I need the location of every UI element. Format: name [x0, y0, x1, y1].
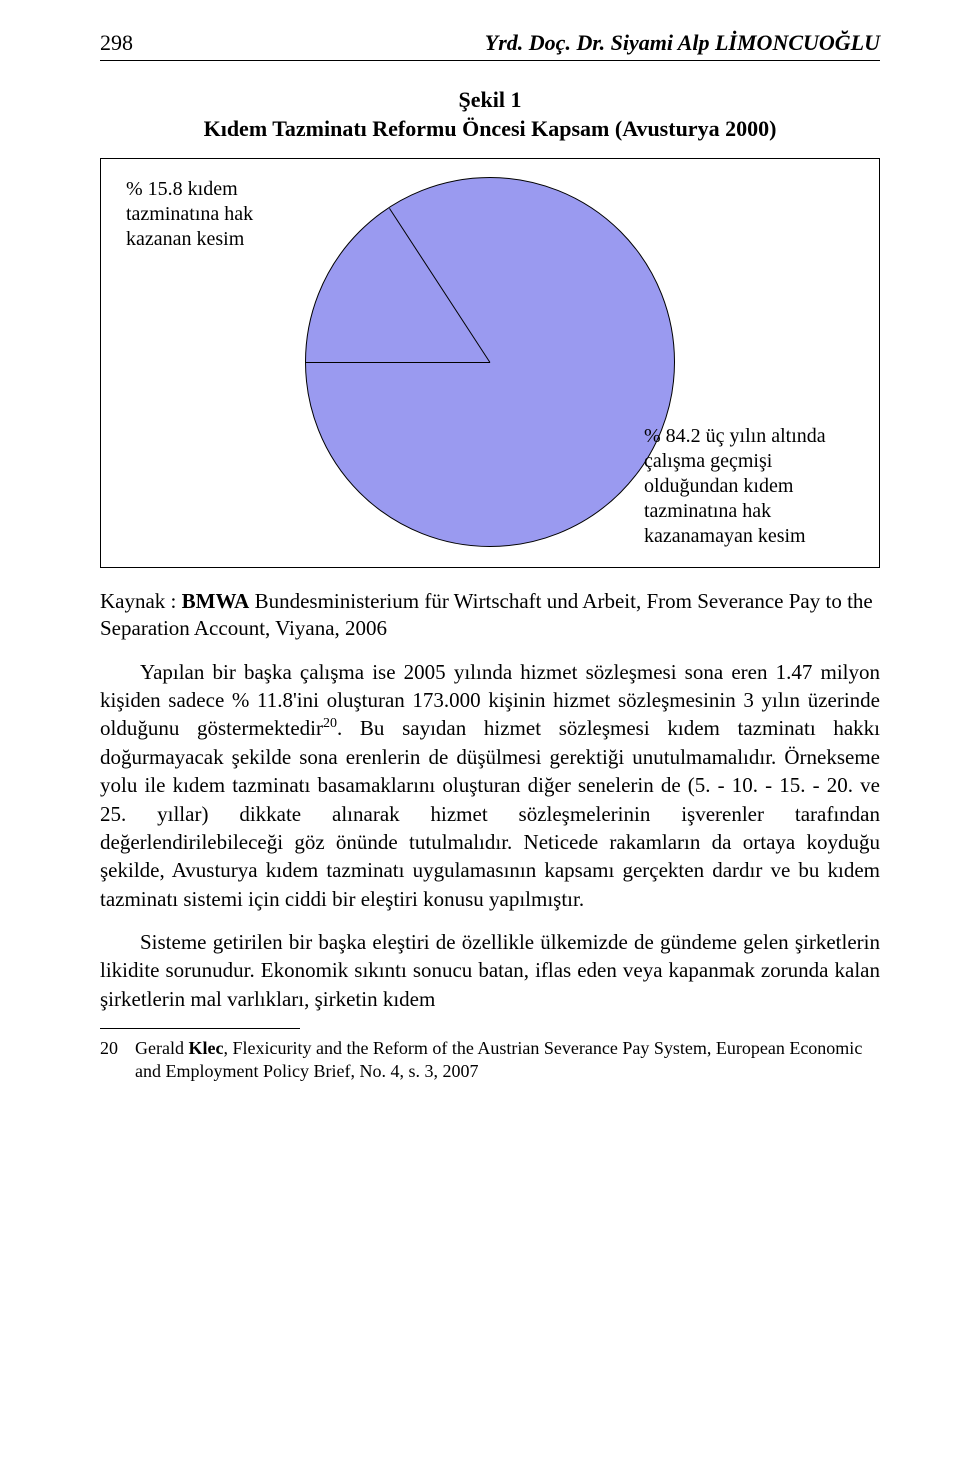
figure-caption-line1: Şekil 1	[100, 86, 880, 115]
pie-label-left: % 15.8 kıdem tazminatına hak kazanan kes…	[126, 177, 306, 252]
page-number: 298	[100, 30, 133, 56]
footnote-bold: Klec	[188, 1038, 223, 1058]
footnote-text: Gerald Klec, Flexicurity and the Reform …	[135, 1037, 880, 1084]
page-author: Yrd. Doç. Dr. Siyami Alp LİMONCUOĞLU	[485, 30, 880, 56]
footnote-rest: , Flexicurity and the Reform of the Aust…	[135, 1038, 862, 1081]
p1-sup: 20	[323, 716, 337, 731]
footnote: 20 Gerald Klec, Flexicurity and the Refo…	[100, 1037, 880, 1084]
source-prefix: Kaynak :	[100, 589, 182, 613]
source-line: Kaynak : BMWA Bundesministerium für Wirt…	[100, 588, 880, 643]
chart-box: % 15.8 kıdem tazminatına hak kazanan kes…	[100, 158, 880, 568]
footnote-number: 20	[100, 1037, 135, 1084]
pie-label-right: % 84.2 üç yılın altında çalışma geçmişi …	[644, 424, 854, 549]
footnote-divider	[100, 1028, 300, 1029]
figure-caption-line2: Kıdem Tazminatı Reformu Öncesi Kapsam (A…	[100, 115, 880, 144]
body-paragraph-1: Yapılan bir başka çalışma ise 2005 yılın…	[100, 658, 880, 913]
footnote-pre: Gerald	[135, 1038, 188, 1058]
pie-chart	[305, 177, 675, 547]
source-bold: BMWA	[182, 589, 250, 613]
figure-caption: Şekil 1 Kıdem Tazminatı Reformu Öncesi K…	[100, 86, 880, 143]
p1-text-b: . Bu sayıdan hizmet sözleşmesi kıdem taz…	[100, 716, 880, 910]
body-paragraph-2: Sisteme getirilen bir başka eleştiri de …	[100, 928, 880, 1013]
pie-chart-wrap	[305, 177, 675, 547]
page-header: 298 Yrd. Doç. Dr. Siyami Alp LİMONCUOĞLU	[100, 30, 880, 61]
